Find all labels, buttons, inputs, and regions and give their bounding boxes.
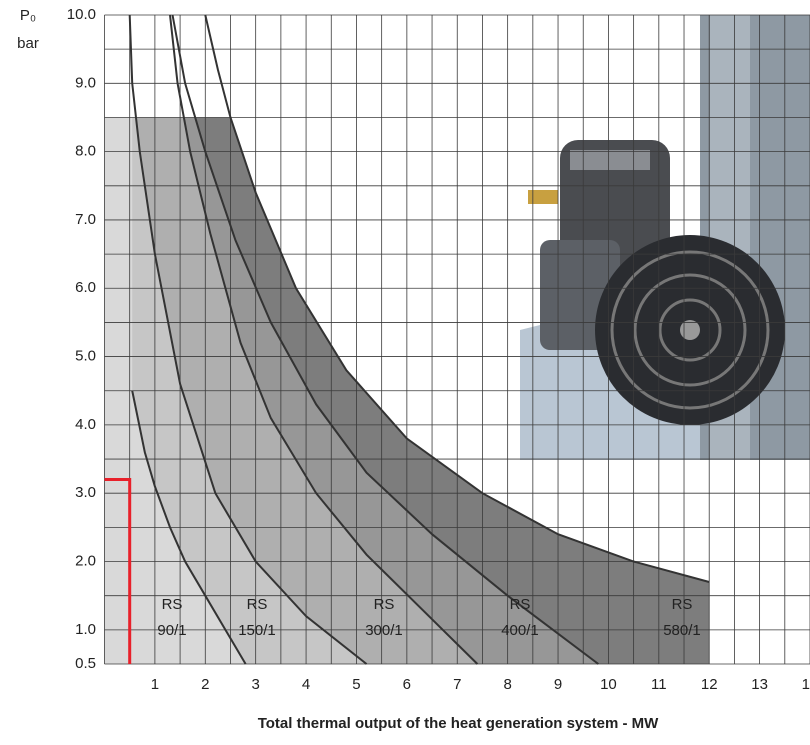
y-tick-label: 3.0 bbox=[75, 484, 96, 501]
x-tick-label: 1 bbox=[151, 676, 159, 693]
x-tick-label: 3 bbox=[252, 676, 260, 693]
x-tick-label: 13 bbox=[751, 676, 768, 693]
curve bbox=[169, 14, 479, 665]
x-tick-label: 14 bbox=[802, 676, 810, 693]
curve bbox=[128, 14, 368, 665]
compressor-photo bbox=[512, 15, 810, 460]
series-label: 400/1 bbox=[501, 622, 539, 639]
y-tick-label: 1.0 bbox=[75, 621, 96, 638]
y-tick-label: 7.0 bbox=[75, 211, 96, 228]
x-tick-label: 9 bbox=[554, 676, 562, 693]
curve bbox=[131, 390, 247, 665]
y-tick-label: 0.5 bbox=[75, 655, 96, 672]
curve bbox=[204, 14, 710, 583]
y-tick-label: 6.0 bbox=[75, 279, 96, 296]
x-tick-label: 11 bbox=[651, 676, 667, 693]
series-label: 150/1 bbox=[238, 622, 276, 639]
x-tick-label: 12 bbox=[701, 676, 718, 693]
y-tick-label: 4.0 bbox=[75, 416, 96, 433]
series-label: RS bbox=[672, 596, 693, 613]
y-tick-label: 5.0 bbox=[75, 348, 96, 365]
x-tick-label: 2 bbox=[201, 676, 209, 693]
series-label: 300/1 bbox=[365, 622, 403, 639]
series-label: RS bbox=[247, 596, 268, 613]
x-tick-label: 4 bbox=[302, 676, 310, 693]
curve bbox=[171, 14, 599, 665]
y-tick-label: 2.0 bbox=[75, 552, 96, 569]
x-tick-label: 7 bbox=[453, 676, 461, 693]
series-label: RS bbox=[374, 596, 395, 613]
y-axis-label: P₀ bbox=[20, 7, 36, 24]
y-tick-label: 10.0 bbox=[67, 6, 96, 23]
y-axis-label: bar bbox=[17, 35, 39, 52]
y-tick-label: 8.0 bbox=[75, 143, 96, 160]
series-label: RS bbox=[510, 596, 531, 613]
x-tick-label: 10 bbox=[600, 676, 617, 693]
x-tick-label: 5 bbox=[352, 676, 360, 693]
y-tick-label: 9.0 bbox=[75, 74, 96, 91]
limit-line bbox=[104, 478, 132, 664]
series-label: 580/1 bbox=[663, 622, 701, 639]
x-tick-label: 8 bbox=[503, 676, 511, 693]
x-axis-label: Total thermal output of the heat generat… bbox=[258, 715, 659, 732]
series-label: 90/1 bbox=[157, 622, 186, 639]
x-tick-label: 6 bbox=[403, 676, 411, 693]
series-label: RS bbox=[162, 596, 183, 613]
